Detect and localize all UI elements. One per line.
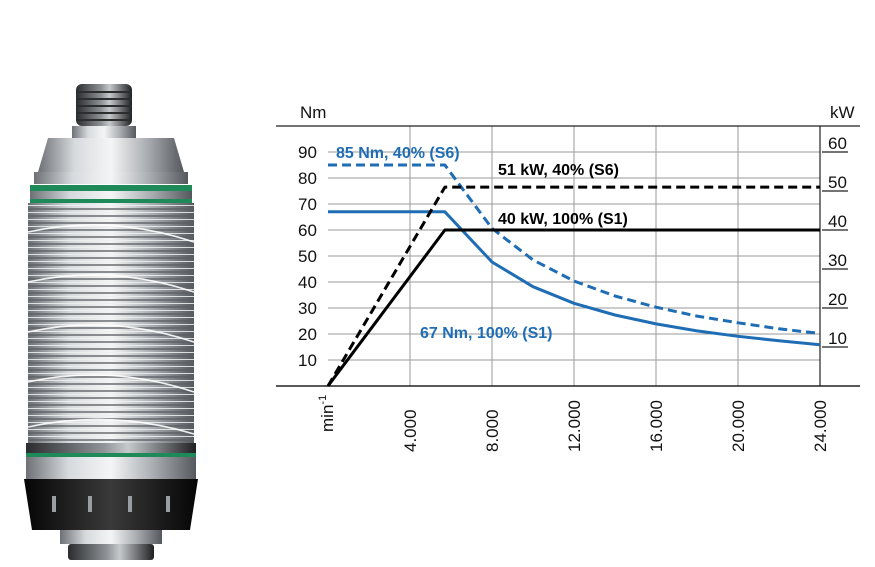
series-line-1 [328,163,821,335]
series-line-3 [326,185,820,387]
x-tick: 4.000 [401,409,420,452]
series-label-1: 85 Nm, 40% (S6) [336,145,460,162]
y-tick-left: 60 [298,221,317,240]
y-tick-left: 40 [298,273,317,292]
y-tick-left: 20 [298,325,317,344]
x-tick: 16.000 [647,400,666,452]
series-label-3: 51 kW, 40% (S6) [498,162,619,179]
series-line-2 [328,210,821,347]
y-tick-left: 70 [298,195,317,214]
x-ticks: 4.000 8.000 12.000 16.000 20.000 24.000 [401,400,830,452]
y-tick-left: 80 [298,169,317,188]
x-axis-label-main: min [318,405,337,432]
x-tick: 8.000 [483,409,502,452]
y-tick-right: 60 [828,134,847,153]
chart-series [326,163,821,387]
y-tick-left: 10 [298,351,317,370]
y-tick-right: 50 [828,173,847,192]
y-axis-label-left: Nm [300,103,326,122]
y-tick-left: 90 [298,143,317,162]
x-tick: 12.000 [565,400,584,452]
series-line-4 [326,228,820,387]
x-tick: 24.000 [811,400,830,452]
y-ticks-left: 10 20 30 40 50 60 70 80 90 [298,143,317,370]
y-tick-right: 10 [828,329,847,348]
series-label-2: 67 Nm, 100% (S1) [420,325,553,342]
plot-frame [276,125,860,387]
x-axis-label: min-1 [317,395,337,432]
y-tick-right: 40 [828,212,847,231]
motor-spindle-icon [24,84,198,560]
x-axis-label-superscript: -1 [317,395,329,405]
y-tick-right: 20 [828,290,847,309]
y-tick-right: 30 [828,251,847,270]
y-tick-left: 30 [298,299,317,318]
x-tick: 20.000 [729,400,748,452]
y-ticks-right: 10 20 30 40 50 60 [822,134,848,348]
series-label-4: 40 kW, 100% (S1) [498,211,628,228]
y-tick-left: 50 [298,247,317,266]
y-axis-label-right: kW [830,103,855,122]
green-ring [30,185,192,191]
series-annotations: 85 Nm, 40% (S6) 67 Nm, 100% (S1) 51 kW, 40… [336,145,628,342]
